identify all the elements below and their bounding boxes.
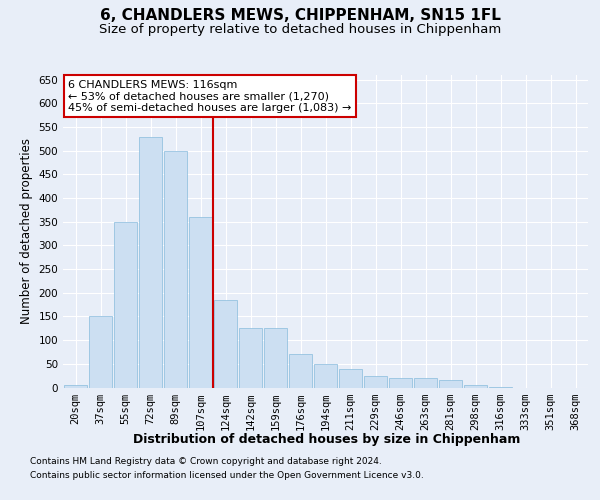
Bar [89, 316, 112, 388]
Text: 6 CHANDLERS MEWS: 116sqm
← 53% of detached houses are smaller (1,270)
45% of sem: 6 CHANDLERS MEWS: 116sqm ← 53% of detach… [68, 80, 352, 113]
Text: Contains public sector information licensed under the Open Government Licence v3: Contains public sector information licen… [30, 470, 424, 480]
Bar [214, 300, 237, 388]
Bar [264, 328, 287, 388]
Text: Distribution of detached houses by size in Chippenham: Distribution of detached houses by size … [133, 432, 521, 446]
Bar [139, 136, 162, 388]
Bar [239, 328, 262, 388]
Bar [289, 354, 312, 388]
Bar [414, 378, 437, 388]
Text: Contains HM Land Registry data © Crown copyright and database right 2024.: Contains HM Land Registry data © Crown c… [30, 457, 382, 466]
Text: 6, CHANDLERS MEWS, CHIPPENHAM, SN15 1FL: 6, CHANDLERS MEWS, CHIPPENHAM, SN15 1FL [100, 8, 500, 22]
Bar [314, 364, 337, 388]
Bar [114, 222, 137, 388]
Bar [464, 385, 487, 388]
Bar [364, 376, 387, 388]
Bar [439, 380, 462, 388]
Bar [64, 385, 87, 388]
Bar [189, 217, 212, 388]
Bar [164, 151, 187, 388]
Bar [489, 386, 512, 388]
Bar [389, 378, 412, 388]
Y-axis label: Number of detached properties: Number of detached properties [20, 138, 33, 324]
Bar [339, 368, 362, 388]
Text: Size of property relative to detached houses in Chippenham: Size of property relative to detached ho… [99, 22, 501, 36]
